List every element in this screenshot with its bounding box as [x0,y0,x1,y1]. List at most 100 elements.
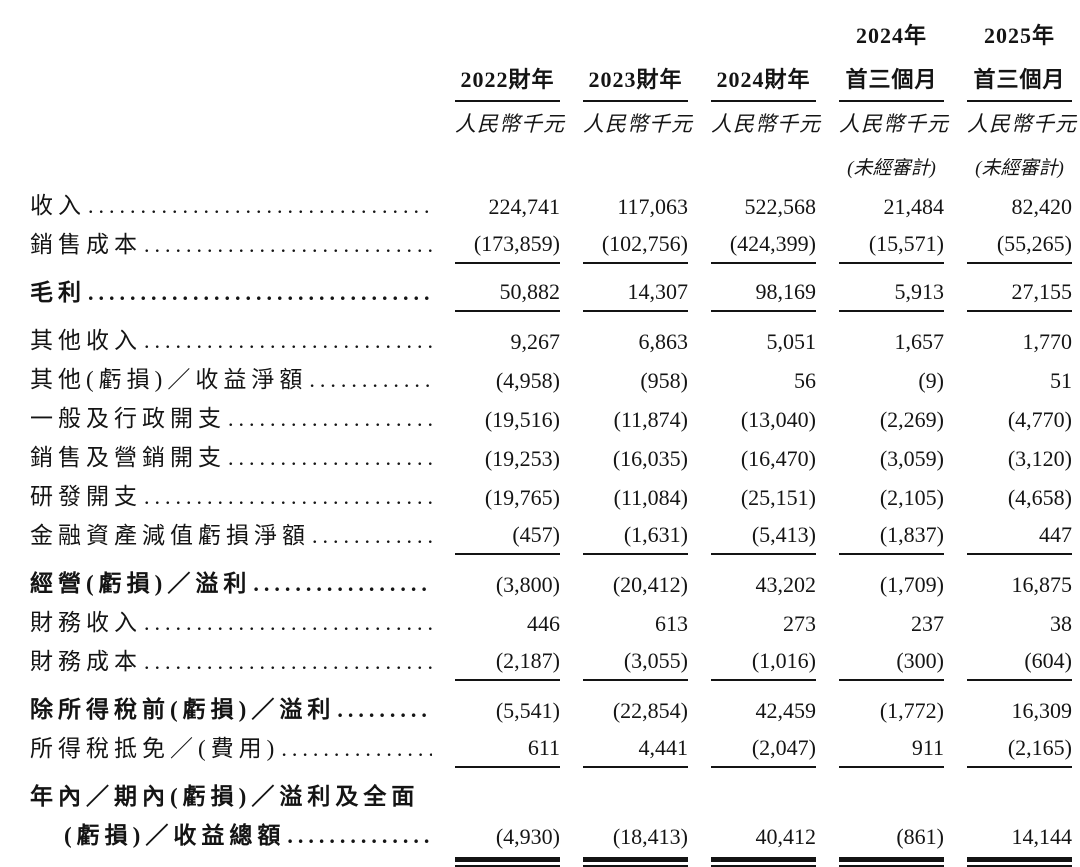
income-statement-table: 2024年 2025年 2022財年 2023財年 2024財年 首三個月 首三個月 人民幣千… [30,12,1076,867]
dot-leader: ........................................… [144,649,432,674]
dot-leader: ........................................… [309,367,432,392]
value-cell: (9) [918,368,944,393]
column-period-label: 2024財年 [711,62,816,102]
value-cell: 522,568 [744,194,817,219]
value-cell: (5,413) [711,522,816,555]
value-cell: 6,863 [638,329,689,354]
value-cell: (4,658) [1007,485,1072,510]
table-row: 所得稅抵免／(費用)..............................… [30,729,1072,768]
dot-leader: ........................................… [88,280,432,305]
value-cell: 38 [1050,611,1072,636]
value-cell: 273 [783,611,816,636]
value-cell: 16,875 [1011,572,1073,597]
table-row: 收入......................................… [30,186,1072,225]
value-cell: (16,470) [740,446,816,471]
value-cell: 14,307 [583,279,688,312]
table-row: 一般及行政開支.................................… [30,399,1072,438]
column-period-label: 首三個月 [839,62,944,102]
value-cell: (13,040) [740,407,816,432]
table-row: 研發開支....................................… [30,477,1072,516]
table-row: 金融資產減值虧損淨額..............................… [30,516,1072,555]
value-cell: 611 [455,735,560,768]
table-row: 其他收入....................................… [30,321,1072,360]
value-cell: (19,253) [484,446,560,471]
row-label-cell: 財務成本....................................… [30,642,432,681]
row-label: 研發開支 [30,484,142,509]
table-row: 財務收入....................................… [30,603,1072,642]
value-cell: 447 [967,522,1072,555]
value-cell: (19,765) [484,485,560,510]
value-cell: (3,120) [1007,446,1072,471]
value-cell: 42,459 [755,698,817,723]
dot-leader: ........................................… [281,736,432,761]
row-label: 其他(虧損)／收益淨額 [30,367,308,392]
column-year-label [583,50,688,56]
value-cell: 4,441 [583,735,688,768]
dot-leader: ........................................… [228,406,432,431]
row-label: 收入 [30,193,86,218]
column-year-label [455,50,560,56]
value-cell: 50,882 [455,279,560,312]
value-cell: 1,657 [894,329,945,354]
value-cell: (4,958) [495,368,560,393]
value-cell: 43,202 [755,572,817,597]
value-cell: 82,420 [1011,194,1073,219]
value-cell: (22,854) [612,698,688,723]
dot-leader: ........................................… [312,523,432,548]
row-label-cell: 銷售成本....................................… [30,225,432,264]
value-cell: (1,709) [879,572,944,597]
value-cell: (2,105) [879,485,944,510]
row-label: 經營(虧損)／溢利 [30,571,252,596]
dot-leader: ........................................… [228,445,432,470]
header-unit-row: 人民幣千元 人民幣千元 人民幣千元 人民幣千元 人民幣千元 [30,102,1076,146]
column-year-label: 2024年 [855,23,927,48]
value-cell: (11,084) [613,485,688,510]
column-year-label: 2025年 [983,23,1055,48]
value-cell: 446 [527,611,560,636]
value-cell: (4,930) [455,824,560,867]
value-cell: 16,309 [1011,698,1073,723]
value-cell: 237 [911,611,944,636]
value-cell: 9,267 [510,329,561,354]
table-row: 年內／期內(虧損)／溢利及全面 [30,777,1050,816]
value-cell: (2,269) [879,407,944,432]
table-row: 銷售及營銷開支.................................… [30,438,1072,477]
value-cell: 224,741 [488,194,561,219]
table-row: (虧損)／收益總額...............................… [30,816,1072,867]
row-label-cell: 金融資產減值虧損淨額..............................… [30,516,432,555]
row-label-cell: 財務收入....................................… [30,603,432,642]
value-cell: (958) [640,368,688,393]
header-period-row: 2022財年 2023財年 2024財年 首三個月 首三個月 [30,56,1072,102]
value-cell: (1,016) [711,648,816,681]
value-cell: (1,631) [583,522,688,555]
header-year-row: 2024年 2025年 [30,12,1054,56]
row-label: 財務成本 [30,649,142,674]
row-label-cell: 經營(虧損)／溢利...............................… [30,564,432,603]
value-cell: (16,035) [612,446,688,471]
table-row: 經營(虧損)／溢利...............................… [30,564,1072,603]
value-cell: (11,874) [613,407,688,432]
value-cell: (18,413) [583,824,688,867]
row-label: 其他收入 [30,328,142,353]
value-cell: (300) [839,648,944,681]
value-cell: 56 [794,368,816,393]
row-label: 銷售及營銷開支 [30,445,226,470]
row-label: 銷售成本 [30,232,142,257]
dot-leader: ........................................… [287,823,432,848]
row-label-cell: 研發開支....................................… [30,477,432,516]
value-cell: (3,800) [495,572,560,597]
value-cell: (20,412) [612,572,688,597]
column-period-label: 2022財年 [455,62,560,102]
table-row: 毛利......................................… [30,273,1072,312]
value-cell: 911 [839,735,944,768]
row-label: 所得稅抵免／(費用) [30,736,280,761]
value-cell: (19,516) [484,407,560,432]
dot-leader: ........................................… [144,328,432,353]
value-cell: (173,859) [455,231,560,264]
unaudited-label: (未經審計) [975,158,1064,179]
unaudited-label [583,180,688,186]
value-cell: 98,169 [711,279,816,312]
column-period-label: 首三個月 [967,62,1072,102]
row-label-cell: 一般及行政開支.................................… [30,399,432,438]
